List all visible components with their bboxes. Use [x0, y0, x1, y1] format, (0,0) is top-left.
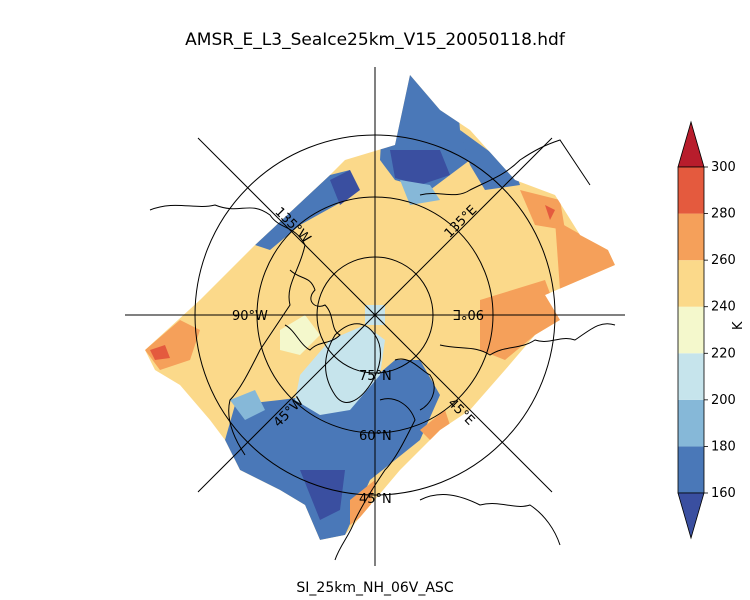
figure-title: AMSR_E_L3_SeaIce25km_V15_20050118.hdf: [185, 30, 565, 50]
region-hudson: [230, 390, 265, 420]
colorbar-tick-label: 160: [711, 486, 736, 501]
colorbar-unit-label: K: [731, 321, 746, 330]
figure-subtitle: SI_25km_NH_06V_ASC: [296, 580, 454, 596]
label-lon-90W: 90°W: [232, 309, 268, 324]
data-swath: [145, 75, 615, 540]
label-lat-60: 60°N: [359, 429, 392, 444]
region-west-ocean-2: [330, 170, 360, 205]
coast-greenland: [325, 323, 381, 403]
region-siberia-3: [520, 190, 565, 230]
region-siberia-1: [480, 280, 560, 360]
colorbar-bin: [678, 306, 704, 354]
colorbar-bin: [678, 260, 704, 307]
colorbar-tick-label: 280: [711, 207, 736, 222]
colorbar-tick-label: 260: [711, 253, 736, 268]
coast-scandinavia: [394, 358, 435, 411]
colorbar-bin: [678, 213, 704, 261]
colorbar-tick-label: 220: [711, 346, 736, 361]
coast-europe: [334, 398, 416, 561]
region-europe-2: [420, 410, 450, 440]
region-alaska-2: [150, 345, 170, 360]
colorbar-extend-min: [677, 492, 705, 540]
region-north-ocean-3: [460, 130, 520, 190]
region-siberia-2: [555, 220, 615, 290]
label-lat-45: 45°N: [359, 492, 392, 507]
coast-russia-north: [419, 139, 591, 196]
colorbar-extend-max: [677, 120, 705, 168]
colorbar-bin: [678, 399, 704, 447]
colorbar-bin: [678, 353, 704, 400]
coast-arctic-islands: [284, 269, 341, 351]
region-baffin: [280, 315, 320, 355]
region-greenland: [295, 325, 385, 415]
colorbar-tick-label: 180: [711, 439, 736, 454]
region-europe-1: [350, 480, 375, 525]
meridian-135W-45E: [197, 137, 553, 493]
colorbar-bin: [678, 167, 704, 214]
region-west-ocean-1: [255, 170, 350, 250]
region-atlantic-2: [300, 470, 345, 520]
label-lat-75: 75°N: [359, 369, 392, 384]
coast-canada: [149, 204, 306, 456]
label-lon-90E: 90°E: [453, 306, 484, 321]
coast-siberia: [439, 323, 616, 356]
colorbar-bin: [678, 446, 704, 493]
colorbar-tick-label: 300: [711, 160, 736, 175]
colorbar-tick-label: 240: [711, 300, 736, 315]
coastlines: [149, 139, 616, 561]
region-atlantic-1: [225, 360, 440, 540]
colorbar-tick-label: 200: [711, 393, 736, 408]
graticule: [125, 67, 625, 566]
colorbar: 160 180 200 220 240 260 280 300 K: [677, 120, 746, 540]
region-siberia-4: [545, 205, 555, 220]
coast-mediterranean: [419, 494, 561, 546]
region-north-ocean-4: [400, 180, 440, 205]
region-north-ocean-2: [390, 150, 450, 185]
